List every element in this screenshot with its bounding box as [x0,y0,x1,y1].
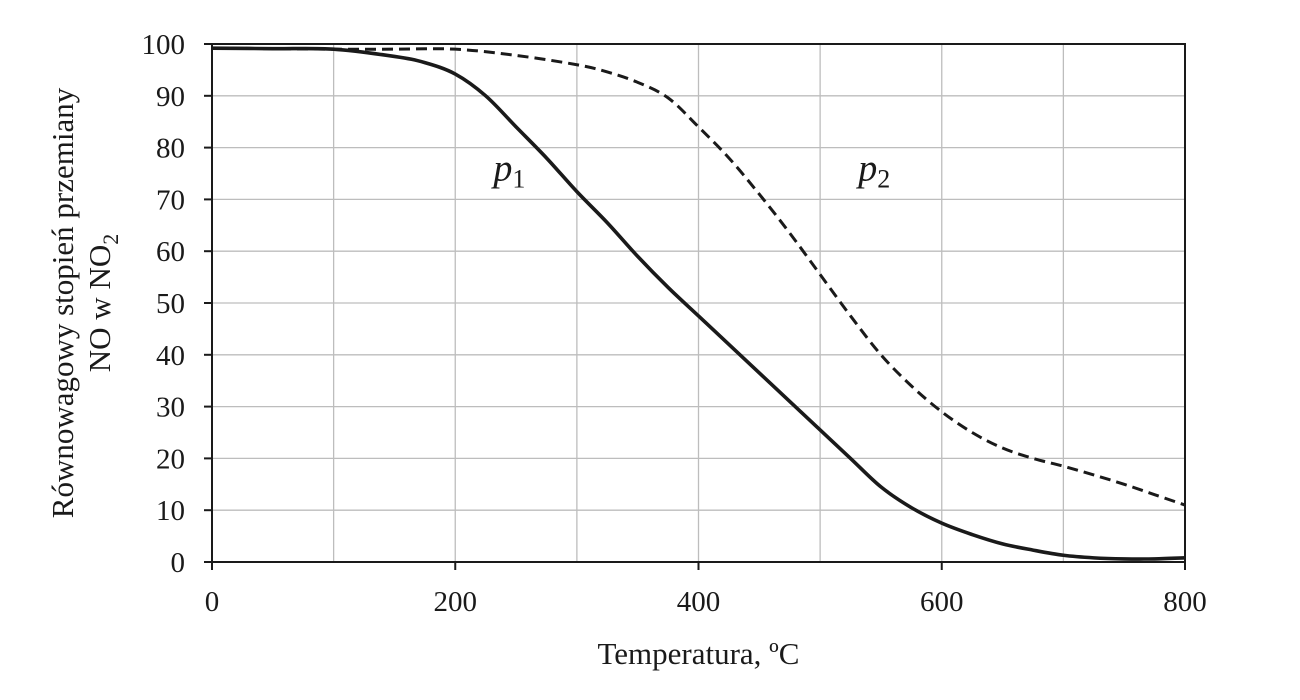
y-axis-tick-labels: 0 10 20 30 40 50 60 70 80 90 100 [142,29,186,579]
y-axis-title-line-2-main: NO w NO [82,245,117,372]
x-tick-label-600: 600 [920,586,964,618]
x-tick-label-400: 400 [677,586,721,618]
y-axis-title-line-1: Równowagowy stopień przemiany [45,87,80,518]
x-axis-title: Temperatura, ºC [598,636,800,671]
y-tick-label-40: 40 [156,340,185,372]
y-tick-label-0: 0 [171,547,186,579]
y-tick-label-60: 60 [156,236,185,268]
series-label-main: p [490,147,512,189]
axis-ticks [204,43,1186,570]
x-axis-tick-labels: 0 200 400 600 800 [205,586,1207,618]
grid [212,44,1185,562]
y-tick-label-30: 30 [156,392,185,424]
x-tick-label-800: 800 [1163,586,1207,618]
series-label-p2: p2 [855,147,890,193]
y-tick-label-90: 90 [156,81,185,113]
y-tick-label-10: 10 [156,495,185,527]
x-tick-label-200: 200 [434,586,478,618]
series-lines [211,46,1186,561]
series-line-p2 [211,46,1186,507]
series-label-main: p [855,147,877,189]
series-labels: p1 p2 [490,147,890,193]
y-tick-label-20: 20 [156,443,185,475]
series-label-subscript: 2 [877,164,890,193]
series-line-p1 [211,46,1186,561]
y-tick-label-100: 100 [142,29,186,61]
series-label-p1: p1 [490,147,525,193]
y-axis-title-line-2: NO w NO2 [82,234,123,372]
y-axis-title-line-2-subscript: 2 [98,234,123,245]
y-axis-title: Równowagowy stopień przemiany NO w NO2 [45,87,123,518]
x-tick-label-0: 0 [205,586,220,618]
y-tick-label-50: 50 [156,288,185,320]
series-label-subscript: 1 [512,164,525,193]
y-tick-label-80: 80 [156,133,185,165]
y-tick-label-70: 70 [156,184,185,216]
